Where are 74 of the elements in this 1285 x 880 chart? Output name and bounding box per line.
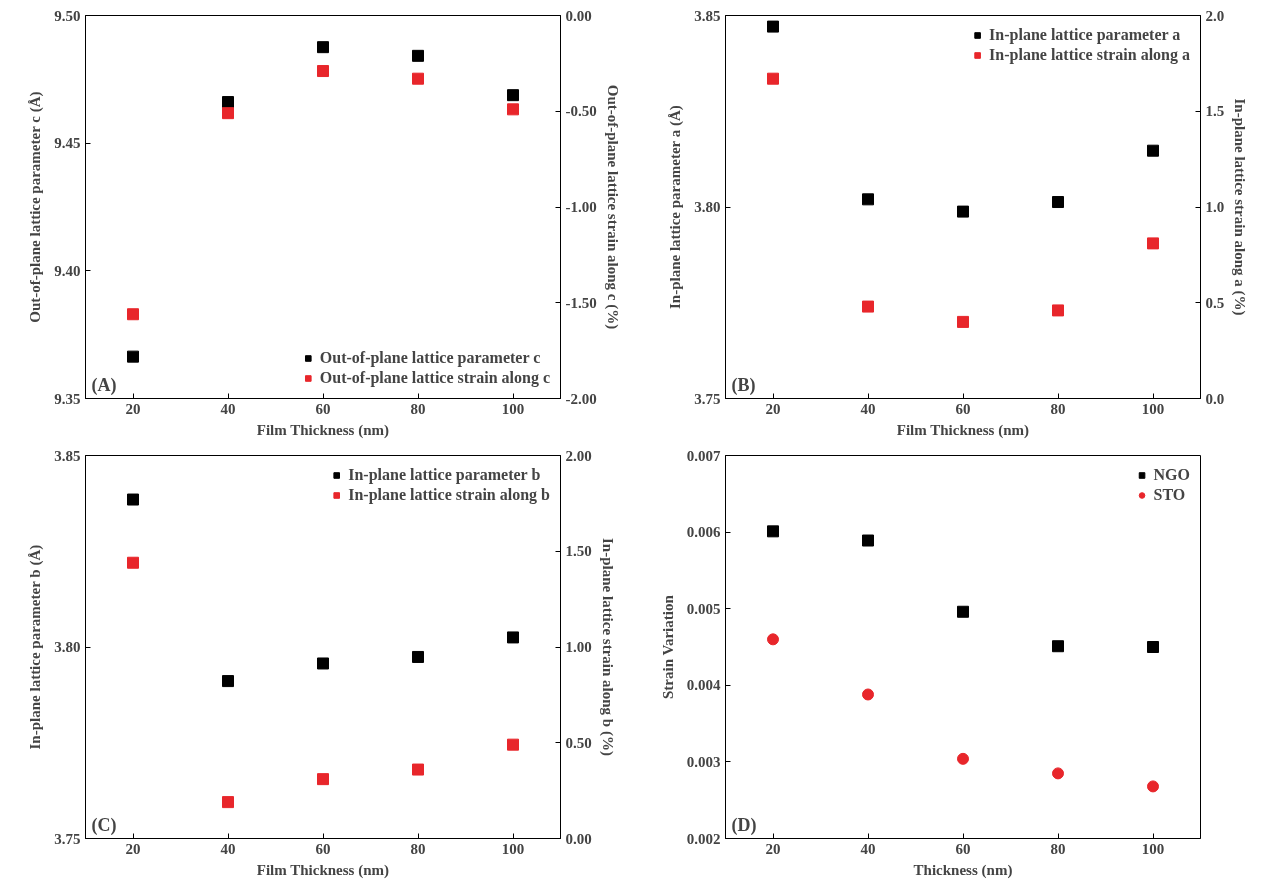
x-tick-label: 100: [1141, 400, 1165, 417]
y2-axis-title: In-plane lattice strain along a (%): [1231, 98, 1249, 316]
legend-label: Out-of-plane lattice strain along c: [319, 369, 550, 387]
x-tick-label: 60: [315, 400, 331, 417]
legend-label: In-plane lattice parameter b: [348, 466, 541, 484]
y-tick-label: 0.006: [686, 524, 721, 541]
y2-tick-label: 0.00: [565, 7, 592, 24]
y2-tick-label: -1.00: [565, 199, 597, 215]
x-tick-label: 20: [125, 400, 141, 417]
x-axis-title: Film Thickness (nm): [896, 421, 1029, 439]
x-axis-title: Film Thickness (nm): [256, 421, 389, 439]
x-tick-label: 20: [765, 840, 781, 857]
y-tick-label: 0.002: [686, 830, 721, 847]
y-axis-title: Strain Variation: [659, 594, 676, 700]
y-tick-label: 3.85: [54, 447, 81, 464]
x-tick-label: 60: [955, 400, 971, 417]
y-tick-label: 9.50: [54, 7, 81, 24]
legend-label: Out-of-plane lattice parameter c: [319, 349, 541, 367]
y2-tick-label: 0.50: [565, 734, 592, 751]
x-tick-label: 100: [501, 840, 525, 857]
y-tick-label: 3.75: [54, 830, 81, 847]
legend-label: In-plane lattice parameter a: [989, 26, 1181, 44]
y-axis-title: In-plane lattice parameter b (Å): [27, 544, 45, 750]
y2-tick-label: 1.5: [1205, 103, 1225, 120]
x-tick-label: 60: [315, 840, 331, 857]
y-tick-label: 9.35: [54, 390, 81, 407]
y2-tick-label: -0.50: [565, 103, 597, 120]
y-tick-label: 9.45: [54, 135, 81, 152]
legend-label: In-plane lattice strain along b: [348, 486, 550, 504]
y-tick-label: 0.005: [686, 600, 721, 617]
x-tick-label: 80: [410, 400, 426, 417]
y-tick-label: 9.40: [54, 262, 81, 279]
y-tick-label: 0.004: [686, 677, 721, 694]
y-tick-label: 3.80: [694, 199, 721, 215]
y-tick-label: 0.007: [686, 447, 721, 464]
y-tick-label: 3.75: [694, 390, 721, 407]
y2-tick-label: -1.50: [565, 294, 597, 311]
x-tick-label: 40: [220, 400, 236, 417]
x-axis-title: Film Thickness (nm): [256, 861, 389, 879]
annotation: (A): [91, 374, 117, 396]
y2-tick-label: 1.50: [565, 543, 592, 560]
y-axis-title: Out-of-plane lattice parameter c (Å): [27, 91, 45, 323]
y2-tick-label: 0.0: [1205, 390, 1225, 407]
legend-label: STO: [1153, 486, 1186, 504]
y-tick-label: 3.85: [694, 7, 721, 24]
y2-tick-label: 0.00: [565, 830, 592, 847]
x-tick-label: 20: [765, 400, 781, 417]
y2-axis-title: In-plane lattice strain along b (%): [598, 538, 616, 756]
x-tick-label: 40: [860, 840, 876, 857]
x-tick-label: 40: [220, 840, 236, 857]
y2-tick-label: -2.00: [565, 390, 597, 407]
y2-tick-label: 1.0: [1205, 199, 1225, 215]
legend-label: In-plane lattice strain along a: [989, 46, 1190, 64]
x-tick-label: 60: [955, 840, 971, 857]
annotation: (C): [91, 814, 117, 836]
legend-label: NGO: [1153, 466, 1190, 484]
y2-tick-label: 1.00: [565, 639, 592, 655]
x-axis-title: Thickness (nm): [913, 861, 1013, 879]
y2-tick-label: 0.5: [1205, 294, 1225, 311]
y2-tick-label: 2.00: [565, 447, 592, 464]
annotation: (B): [731, 374, 756, 396]
x-tick-label: 20: [125, 840, 141, 857]
y-tick-label: 0.003: [686, 753, 721, 770]
y-tick-label: 3.80: [54, 639, 81, 655]
y-axis-title: In-plane lattice parameter a (Å): [667, 105, 685, 310]
x-tick-label: 100: [501, 400, 525, 417]
y2-tick-label: 2.0: [1205, 7, 1225, 24]
x-tick-label: 100: [1141, 840, 1165, 857]
x-tick-label: 80: [410, 840, 426, 857]
annotation: (D): [731, 814, 757, 836]
y2-axis-title: Out-of-plane lattice strain along c (%): [603, 84, 621, 330]
x-tick-label: 80: [1050, 840, 1066, 857]
x-tick-label: 80: [1050, 400, 1066, 417]
x-tick-label: 40: [860, 400, 876, 417]
